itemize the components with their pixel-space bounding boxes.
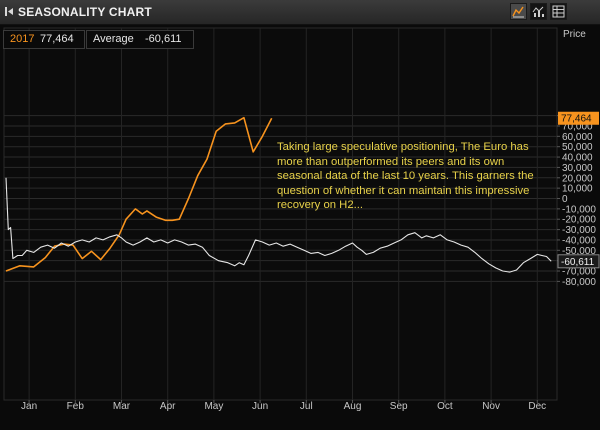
- series-line-2017: [5, 116, 273, 272]
- panel-icon: [5, 7, 13, 16]
- y-tick-label: 0: [562, 194, 568, 205]
- x-tick-label: Apr: [160, 401, 176, 412]
- last-value-label: -60,611: [561, 257, 595, 268]
- line-chart-view-button[interactable]: [510, 3, 527, 20]
- series-line-average: [5, 177, 552, 273]
- x-tick-label: Aug: [344, 401, 362, 412]
- y-tick-label: -20,000: [562, 215, 596, 226]
- legend-2017: 2017 77,464: [3, 30, 85, 49]
- y-tick-label: 50,000: [562, 142, 593, 153]
- last-value-badge: [557, 254, 600, 269]
- legend-2017-value: 77,464: [40, 33, 74, 45]
- x-tick-label: Dec: [528, 401, 546, 412]
- chart-annotation: Taking large speculative positioning, Th…: [277, 141, 534, 211]
- y-tick-label: -80,000: [562, 277, 596, 288]
- window-title: SEASONALITY CHART: [18, 5, 152, 19]
- y-tick-label: 40,000: [562, 153, 593, 164]
- y-tick-label: 20,000: [562, 173, 593, 184]
- x-tick-label: Jul: [300, 401, 313, 412]
- x-tick-label: May: [204, 401, 223, 412]
- legend-average-label: Average: [93, 33, 134, 45]
- y-tick-label: -10,000: [562, 204, 596, 215]
- last-value-label: 77,464: [561, 114, 592, 125]
- seasonality-chart: -80,000-70,000-60,000-50,000-40,000-30,0…: [3, 27, 600, 412]
- legend-average: Average -60,611: [86, 30, 194, 49]
- y-axis-label: Price: [563, 29, 586, 40]
- last-value-badge: [558, 111, 599, 125]
- y-tick-label: -70,000: [562, 267, 596, 278]
- legend-average-value: -60,611: [145, 33, 182, 45]
- y-tick-label: -40,000: [562, 235, 596, 246]
- y-tick-label: 70,000: [562, 121, 593, 132]
- bar-chart-view-button[interactable]: [530, 3, 547, 20]
- table-icon: [552, 5, 565, 18]
- y-tick-label: -30,000: [562, 225, 596, 236]
- y-tick-label: 60,000: [562, 132, 593, 143]
- x-tick-label: Jun: [252, 401, 268, 412]
- y-tick-label: 30,000: [562, 163, 593, 174]
- x-tick-label: Oct: [437, 401, 453, 412]
- bar-chart-icon: [532, 6, 544, 17]
- legend-2017-label: 2017: [10, 33, 35, 45]
- window-titlebar: SEASONALITY CHART: [0, 0, 600, 25]
- line-chart-icon: [512, 6, 524, 18]
- x-tick-label: Sep: [390, 401, 408, 412]
- x-tick-label: Jan: [21, 401, 37, 412]
- x-tick-label: Feb: [67, 401, 85, 412]
- plot-area: [3, 27, 558, 401]
- table-view-button[interactable]: [550, 3, 567, 20]
- y-tick-label: -50,000: [562, 246, 596, 257]
- y-tick-label: 10,000: [562, 184, 593, 195]
- x-tick-label: Mar: [113, 401, 131, 412]
- x-tick-label: Nov: [482, 401, 500, 412]
